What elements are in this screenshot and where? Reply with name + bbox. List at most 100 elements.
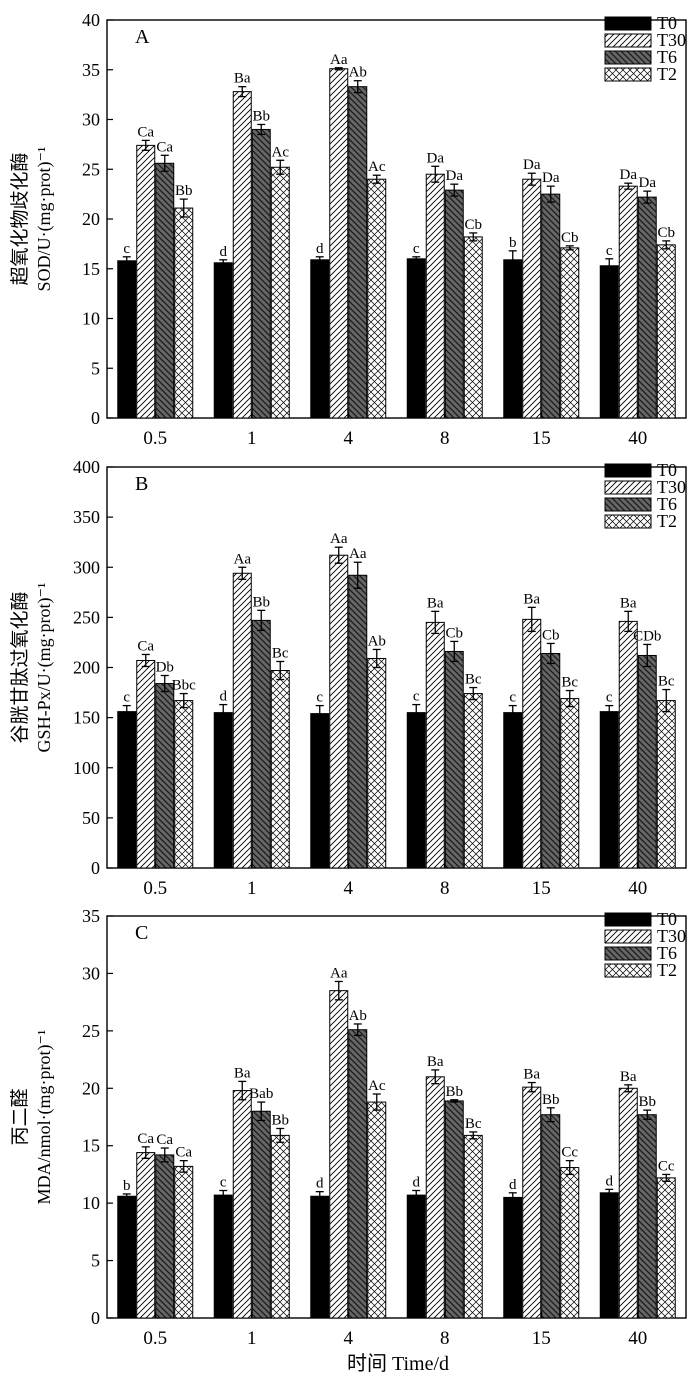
y-tick-label: 300 [73,557,100,577]
bar-t0-1 [213,1194,233,1319]
y-axis-title-cn: 丙二醛 [9,1088,31,1145]
bar-t0-1 [213,712,233,869]
plot-frame [106,19,687,419]
significance-label: Cb [464,217,482,233]
significance-label: Bb [445,1084,463,1100]
x-tick-label: 0.5 [143,1328,167,1349]
legend-swatch-t30 [604,33,652,48]
y-tick-label: 50 [82,808,100,828]
chart-panel-a: 0 5 10 15 20 25 30 35 40 0.5 1 4 8 15 40 c d d c b c Ca Ba Aa Da… [9,10,687,449]
y-tick-label: 400 [73,457,100,477]
x-tick-label: 40 [628,878,647,899]
significance-label: Bab [249,1086,273,1102]
bar-t6-4 [348,1029,368,1319]
significance-label: b [509,235,517,251]
y-axis-title-en: MDA/nmol·(mg·prot)⁻¹ [34,1030,55,1205]
y-axis-title-en: GSH-Px/U·(mg·prot)⁻¹ [34,583,55,753]
bar-t6-40 [637,1114,657,1319]
bar-t30-4 [329,554,349,869]
y-tick-label: 30 [82,110,100,130]
bar-t6-15 [541,652,561,869]
significance-label: Ac [368,1078,386,1094]
significance-label: d [316,241,324,257]
significance-label: Ba [427,1054,444,1070]
y-tick-label: 15 [82,1136,100,1156]
bar-t0-15 [503,712,523,869]
significance-label: d [509,1177,517,1193]
significance-label: Ba [620,1069,637,1085]
significance-label: Bc [561,675,578,691]
legend-label-t2: T2 [657,511,677,531]
legend-label-t0: T0 [657,460,677,480]
legend-swatch-t30 [604,480,652,495]
bar-t2-8 [463,693,483,869]
significance-label: d [316,1176,324,1192]
significance-label: Bc [658,674,675,690]
x-tick-label: 8 [440,878,450,899]
y-tick-label: 0 [91,408,100,428]
legend-swatch-t0 [604,16,652,31]
plot-frame [106,915,687,1319]
bar-t2-15 [560,1167,580,1319]
bar-t0-15 [503,1196,523,1319]
significance-label: Da [427,150,445,166]
legend-label-t6: T6 [657,943,677,963]
bar-t30-8 [425,173,445,419]
bar-t2-0-5 [174,207,194,419]
x-tick-label: 1 [247,878,257,899]
significance-label: CDb [633,628,661,644]
significance-label: c [316,690,323,706]
significance-label: Ca [156,139,173,155]
legend-label-t30: T30 [657,477,686,497]
y-tick-label: 35 [82,906,100,926]
y-tick-label: 30 [82,963,100,983]
significance-label: Bb [271,1112,289,1128]
x-tick-label: 0.5 [143,428,167,449]
legend-swatch-t2 [604,514,652,529]
significance-label: Bb [252,594,270,610]
legend-label-t6: T6 [657,47,677,67]
significance-label: c [606,243,613,259]
bar-t2-40 [656,700,676,869]
bar-t30-40 [618,185,638,419]
chart-panel-c: 0 5 10 15 20 25 30 35 0.5 1 4 8 15 40 b c d d d d Ca Ba Aa Ba Ba… [9,906,687,1349]
x-tick-label: 4 [344,428,354,449]
y-tick-label: 25 [82,1021,100,1041]
significance-label: Bc [465,1116,482,1132]
y-tick-label: 15 [82,259,100,279]
bar-t30-4 [329,68,349,419]
legend-label-t6: T6 [657,494,677,514]
bar-t2-40 [656,1177,676,1319]
significance-label: Bc [272,645,289,661]
y-tick-label: 350 [73,507,100,527]
bar-t0-8 [406,1194,426,1319]
legend-swatch-t30 [604,929,652,944]
significance-label: Ca [137,1131,154,1147]
significance-label: Cb [561,230,579,246]
bar-t0-8 [406,712,426,869]
bar-t30-15 [522,618,542,869]
y-tick-label: 0 [91,1308,100,1328]
bar-t0-40 [599,265,619,419]
significance-label: Da [446,168,464,184]
significance-label: Da [620,167,638,183]
significance-label: Ac [272,144,290,160]
bar-t2-8 [463,236,483,419]
bar-t6-4 [348,574,368,869]
y-tick-label: 35 [82,60,100,80]
significance-label: Ba [234,71,251,87]
bar-t0-8 [406,258,426,419]
bar-t0-4 [310,259,330,419]
significance-label: Ba [523,1067,540,1083]
bar-t30-15 [522,178,542,419]
bar-t6-8 [444,1100,464,1319]
bar-t6-4 [348,86,368,419]
bar-t6-8 [444,189,464,419]
legend-label-t0: T0 [657,13,677,33]
bar-t2-0-5 [174,1165,194,1319]
bar-t30-15 [522,1086,542,1319]
significance-label: Ab [368,633,386,649]
bar-t2-8 [463,1134,483,1319]
